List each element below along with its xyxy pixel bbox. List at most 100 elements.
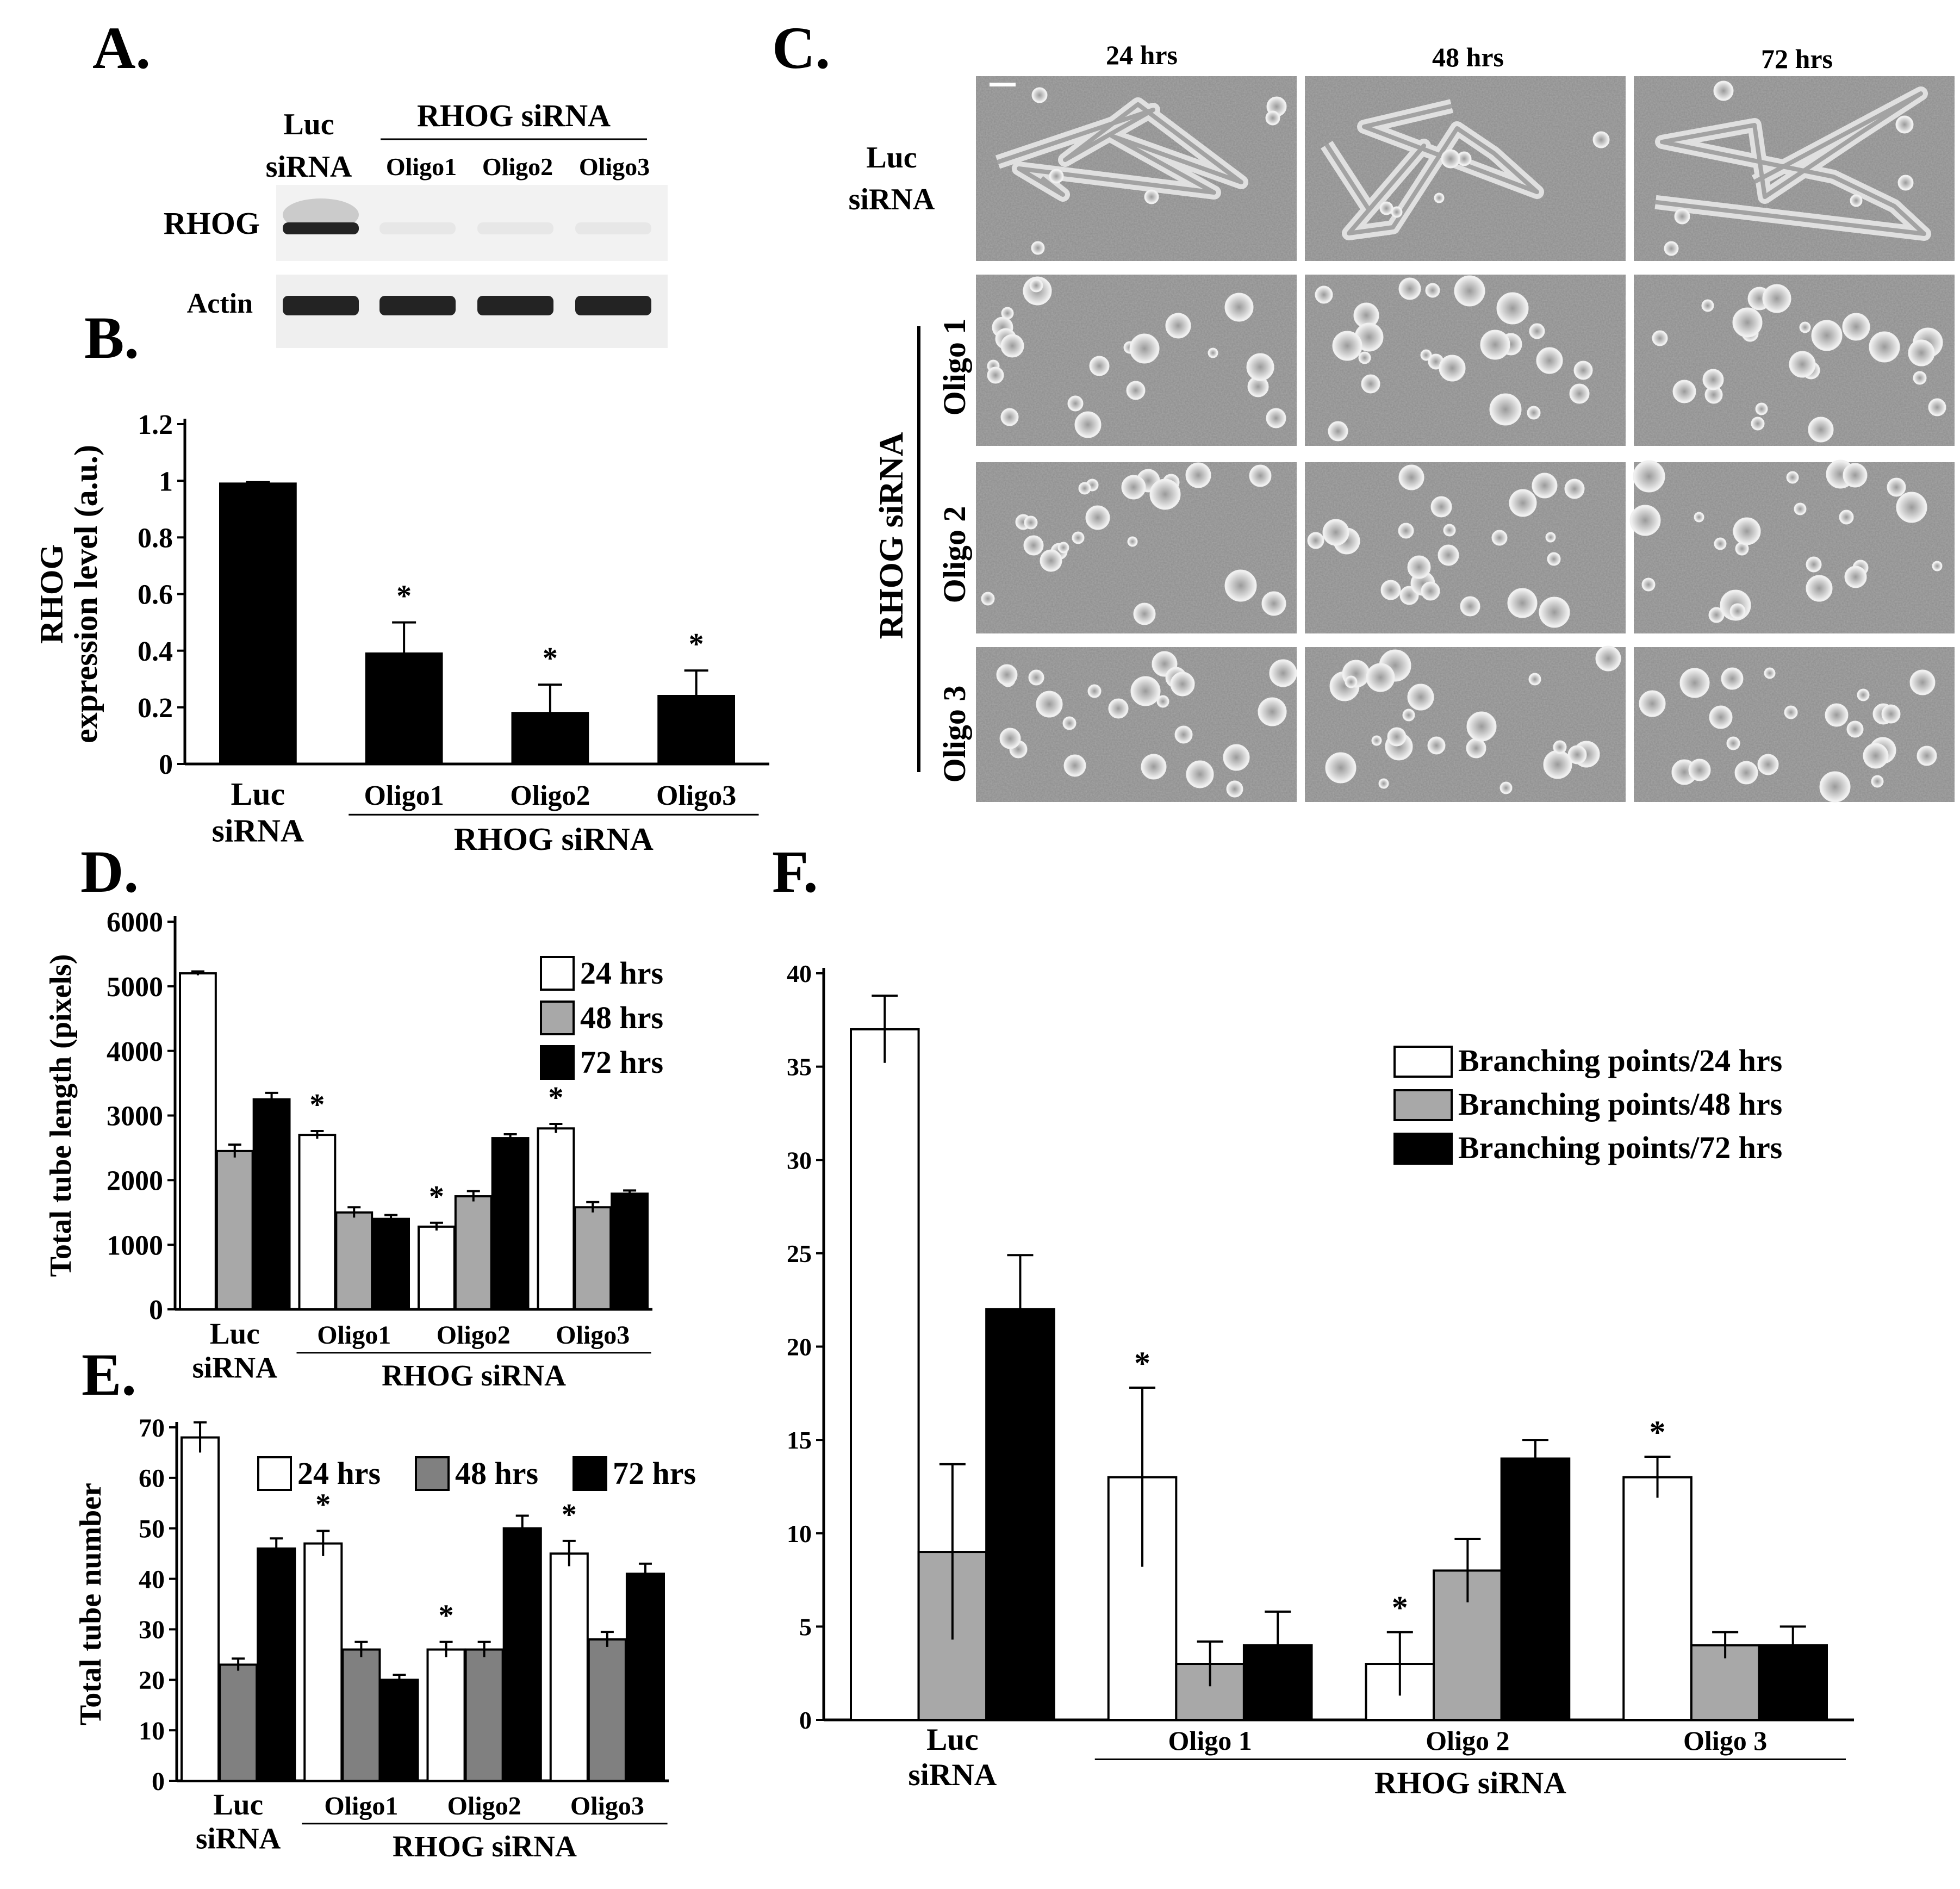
chartD-bar-24-hrs-0 — [179, 972, 217, 1310]
micro-cell-3-1-10 — [1528, 673, 1541, 686]
micro-cell-3-0-1 — [1036, 691, 1063, 718]
chartB-group-label: RHOG siRNA — [454, 821, 654, 857]
micro-cell-3-0-0 — [1226, 780, 1243, 798]
micro-cell-0-1-1 — [1592, 131, 1610, 148]
micro-cell-3-2-12 — [1863, 743, 1889, 769]
micro-row-oligo3: Oligo 3 — [937, 686, 972, 783]
micro-cell-1-0-5 — [1067, 395, 1084, 412]
micro-cell-2-0-8 — [1261, 591, 1286, 616]
chartE-bar-24-hrs-0 — [181, 1436, 220, 1782]
chartE-legend-swatch-1 — [415, 1456, 450, 1491]
chartB-y-tick-label: 0.8 — [138, 523, 173, 554]
micrograph-grid: 24 hrs 48 hrs 72 hrs Luc siRNA RHOG siRN… — [849, 40, 1955, 803]
chartD-category-label-1: Oligo1 — [317, 1321, 391, 1350]
chartD-y-tick-label: 0 — [149, 1295, 163, 1326]
chartF-category-label-3: Oligo 3 — [1683, 1725, 1767, 1756]
chartD-bar-48-hrs-2 — [454, 1195, 493, 1311]
micro-cell-2-2-7 — [1694, 512, 1704, 523]
micro-cell-2-1-18 — [1421, 581, 1440, 601]
micro-panel-2-0 — [976, 462, 1297, 633]
micro-time-48: 48 hrs — [1432, 42, 1504, 72]
micro-cell-2-1-13 — [1545, 532, 1556, 543]
micro-cell-0-2-5 — [1895, 115, 1914, 134]
micro-cell-2-1-20 — [1407, 555, 1431, 579]
micro-cell-3-1-20 — [1366, 663, 1395, 692]
micro-cell-2-1-15 — [1539, 596, 1570, 628]
micro-cell-1-1-20 — [1425, 283, 1440, 298]
chartB-y-axis-label: RHOG — [34, 544, 70, 644]
chartD-y-axis-label: Total tube length (pixels) — [44, 954, 78, 1277]
micro-cell-1-2-2 — [1702, 369, 1724, 390]
chartE-y-tick-label: 20 — [139, 1666, 165, 1695]
chartF-significance-1: * — [1134, 1345, 1150, 1381]
micro-cell-2-1-6 — [1430, 496, 1452, 518]
chartE-significance-3: * — [562, 1498, 577, 1532]
micro-panel-1-1 — [1305, 275, 1626, 446]
micro-cell-3-2-10 — [1721, 667, 1744, 690]
chartD-bar-72-hrs-0 — [252, 1098, 291, 1310]
chartE-group-label: RHOG siRNA — [393, 1830, 577, 1863]
micro-cell-2-0-10 — [1224, 569, 1257, 602]
chartF-y-tick-label: 10 — [787, 1520, 812, 1548]
micro-cell-3-0-17 — [1130, 676, 1161, 706]
blot-band-1-2 — [477, 296, 553, 315]
chartD-category-label-0: Luc — [210, 1317, 260, 1350]
micro-cell-2-0-15 — [1185, 462, 1211, 488]
chartB-bar-value-0 — [219, 482, 297, 765]
chartF-y-tick-label: 20 — [787, 1333, 812, 1361]
micro-cell-3-1-14 — [1466, 711, 1497, 742]
micro-cell-1-1-17 — [1315, 285, 1333, 304]
chartE-legend-label-2: 72 hrs — [613, 1456, 696, 1491]
chartE-legend-label-0: 24 hrs — [297, 1456, 381, 1491]
micro-cell-3-2-21 — [1917, 745, 1937, 766]
chartD-y-tick-label: 3000 — [107, 1101, 163, 1132]
micro-cell-3-0-14 — [999, 728, 1021, 749]
micro-cell-0-2-4 — [1850, 194, 1863, 207]
blot-oligo2-label: Oligo2 — [482, 153, 553, 181]
micro-cell-3-1-21 — [1325, 752, 1357, 784]
chartF-y-tick-label: 15 — [787, 1426, 812, 1454]
micro-cell-1-0-9 — [1208, 347, 1218, 358]
micro-cell-1-2-8 — [1913, 371, 1927, 385]
micro-row-oligo2: Oligo 2 — [937, 506, 972, 604]
micro-cell-2-2-8 — [1633, 460, 1665, 493]
micro-cell-1-2-18 — [1762, 284, 1791, 313]
chartD-bar-72-hrs-3 — [611, 1192, 649, 1310]
micro-cell-0-1-0 — [1434, 192, 1445, 203]
chartF-y-tick-label: 5 — [799, 1613, 812, 1641]
chartF-y-tick-label: 40 — [787, 960, 812, 987]
micro-cell-1-2-17 — [1908, 339, 1935, 366]
micro-cell-1-2-14 — [1789, 351, 1816, 378]
panel-label-b: B. — [84, 305, 139, 371]
micro-cell-3-2-17 — [1871, 775, 1884, 788]
micro-cell-3-0-6 — [1269, 659, 1297, 687]
chartE-category-label-0: siRNA — [196, 1822, 281, 1855]
chartB-significance-3: * — [689, 627, 704, 661]
micro-cell-2-1-9 — [1322, 519, 1349, 546]
micro-cell-1-0-10 — [1074, 411, 1102, 438]
micro-cell-3-1-18 — [1378, 778, 1389, 789]
chartF-legend-swatch-1 — [1393, 1089, 1453, 1121]
chartD-y-tick-label: 2000 — [107, 1166, 163, 1197]
micro-cell-2-2-10 — [1714, 537, 1727, 550]
chartE-bar-24-hrs-1 — [303, 1542, 343, 1782]
micro-luc-label-1: Luc — [866, 141, 917, 175]
micro-grain-3-0 — [976, 647, 1297, 802]
micro-cell-3-1-16 — [1345, 675, 1358, 688]
micro-cell-2-1-12 — [1438, 544, 1459, 566]
micro-cell-1-0-13 — [1001, 307, 1014, 320]
chartF-significance-3: * — [1650, 1414, 1666, 1450]
chartD-y-tick-label: 5000 — [107, 972, 163, 1003]
chartE-legend-swatch-0 — [257, 1456, 292, 1491]
micro-cell-2-2-19 — [1733, 517, 1761, 545]
chartD-significance-1: * — [309, 1088, 325, 1122]
micro-cell-3-2-9 — [1734, 761, 1758, 785]
chartF-bar-branching-points-24-hrs-0 — [850, 1028, 920, 1721]
micro-cell-2-1-14 — [1532, 473, 1558, 499]
micro-scale-bar — [990, 83, 1016, 86]
micro-cell-1-0-7 — [1000, 334, 1024, 358]
micro-cell-2-1-7 — [1509, 489, 1537, 517]
blot-bands — [283, 222, 651, 315]
western-blot: Luc siRNA RHOG siRNA Oligo1 Oligo2 Oligo… — [164, 98, 668, 348]
micro-cell-2-0-4 — [1121, 475, 1146, 500]
